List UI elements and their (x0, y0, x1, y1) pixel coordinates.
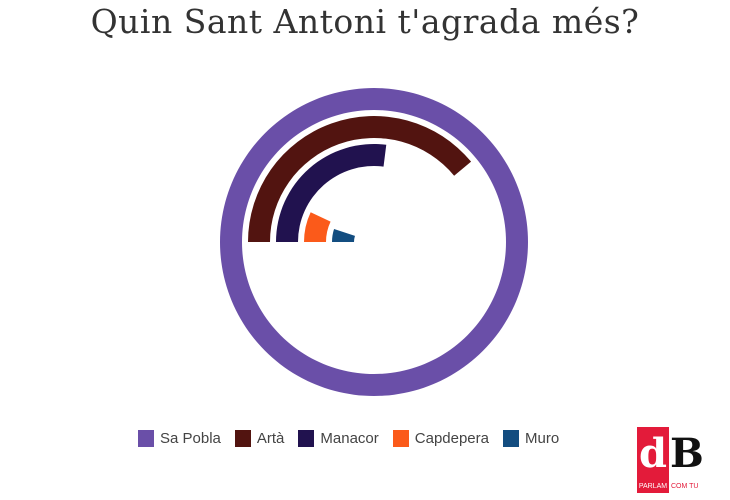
logo-tagline-b: COM TU (671, 483, 699, 490)
legend-item[interactable]: Sa Pobla (138, 430, 221, 447)
legend-swatch (503, 430, 519, 447)
logo-tagline: PARLAM COM TU (637, 481, 706, 493)
legend-label: Muro (525, 430, 560, 447)
arc-manacor[interactable] (276, 143, 387, 242)
arc-muro[interactable] (332, 229, 355, 242)
legend-label: Sa Pobla (160, 430, 221, 447)
logo-letter-b: B (670, 430, 704, 477)
legend-item[interactable]: Capdepera (392, 430, 489, 447)
legend-label: Capdepera (414, 430, 489, 447)
db-logo: d B PARLAM COM TU (637, 427, 706, 493)
chart-title: Quin Sant Antoni t'agrada més? (90, 2, 640, 41)
legend-swatch (298, 430, 315, 447)
legend: Sa Pobla Artà Manacor Capdepera Muro (138, 430, 559, 447)
logo-letters: d B (637, 427, 706, 481)
logo-letter-d: d (637, 427, 669, 481)
legend-label: Artà (256, 430, 285, 447)
legend-swatch (138, 430, 154, 447)
legend-swatch (392, 430, 409, 447)
arc-art-[interactable] (248, 116, 472, 242)
legend-item[interactable]: Manacor (298, 430, 379, 447)
legend-swatch (234, 430, 251, 447)
legend-item[interactable]: Artà (234, 430, 285, 447)
logo-tagline-a: PARLAM (637, 481, 669, 493)
arc-capdepera[interactable] (304, 212, 331, 242)
legend-label: Manacor (320, 430, 379, 447)
legend-item[interactable]: Muro (503, 430, 559, 447)
